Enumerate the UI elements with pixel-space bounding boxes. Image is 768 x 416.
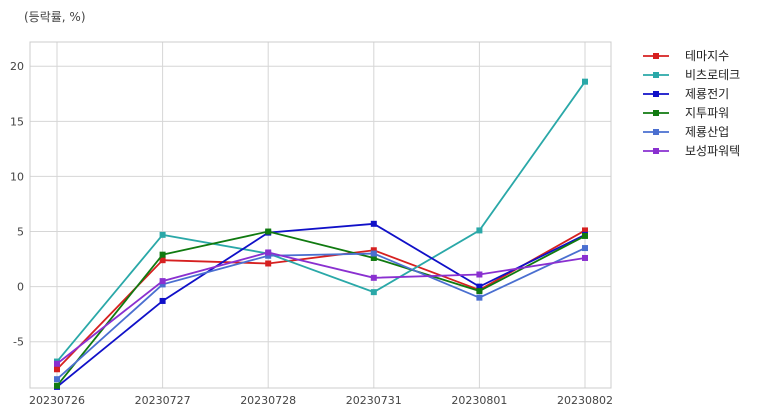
data-point [265, 249, 272, 256]
legend-item: 테마지수 [643, 49, 729, 63]
data-point [370, 274, 377, 281]
legend-swatch-marker [653, 72, 659, 78]
data-point [582, 245, 588, 252]
data-point [370, 289, 377, 296]
series-line [56, 230, 586, 387]
data-point [370, 254, 377, 261]
legend-label: 테마지수 [685, 49, 729, 63]
data-point [370, 220, 377, 227]
x-tick-label: 20230728 [240, 394, 296, 407]
legend-swatch-marker [653, 148, 659, 154]
x-tick-label: 20230802 [557, 394, 613, 407]
series-line [56, 81, 586, 363]
data-point [476, 271, 483, 278]
data-point [159, 257, 166, 264]
y-tick-label: 10 [10, 170, 24, 183]
legend-label: 비츠로테크 [685, 68, 740, 82]
data-point [370, 247, 377, 254]
data-point [476, 288, 483, 295]
legend-item: 지투파워 [643, 106, 729, 120]
data-point [582, 227, 588, 234]
data-point [54, 382, 60, 389]
data-point [54, 360, 60, 367]
x-tick-label: 20230727 [135, 394, 191, 407]
legend-item: 제룡전기 [643, 87, 729, 101]
series-line [56, 247, 586, 380]
grid-lines [30, 42, 611, 388]
data-point [370, 250, 377, 257]
data-point [159, 231, 166, 238]
y-tick-label: 0 [17, 281, 24, 294]
series-line [56, 222, 586, 388]
legend-swatch-marker [653, 129, 659, 135]
data-point [54, 376, 60, 383]
data-point [476, 294, 483, 301]
legend-label: 보성파워텍 [685, 144, 740, 158]
data-point [476, 227, 483, 234]
legend-label: 제룡산업 [685, 125, 729, 139]
data-point [159, 281, 166, 288]
data-point [582, 78, 588, 85]
x-tick-label: 20230801 [451, 394, 507, 407]
data-point [54, 366, 60, 373]
legend-swatch-marker [653, 110, 659, 116]
x-axis-ticks: 20230726 20230727 20230728 20230731 20230801… [29, 394, 613, 407]
y-axis-ticks: -5 0 5 10 15 20 [10, 60, 24, 348]
x-tick-label: 20230731 [346, 394, 402, 407]
series-lines [54, 78, 588, 390]
legend-label: 지투파워 [685, 106, 729, 120]
series-제룡산업 [54, 245, 588, 383]
x-tick-label: 20230726 [29, 394, 85, 407]
series-보성파워텍 [54, 249, 588, 367]
legend-swatch-marker [653, 91, 659, 97]
data-point [265, 252, 272, 259]
y-tick-label: -5 [13, 336, 24, 349]
y-tick-label: 20 [10, 60, 24, 73]
legend-item: 보성파워텍 [643, 144, 740, 158]
data-point [582, 232, 588, 239]
legend-item: 제룡산업 [643, 125, 729, 139]
data-point [159, 251, 166, 258]
series-line [56, 229, 586, 370]
series-line [56, 251, 586, 365]
series-제룡전기 [54, 220, 588, 390]
data-point [582, 254, 588, 261]
legend-swatch-marker [653, 53, 659, 59]
y-tick-label: 15 [10, 115, 24, 128]
data-point [265, 228, 272, 235]
legend-item: 비츠로테크 [643, 68, 740, 82]
legend-label: 제룡전기 [685, 87, 729, 101]
series-테마지수 [54, 227, 588, 373]
data-point [476, 283, 483, 290]
plot-frame [29, 41, 612, 389]
series-지투파워 [54, 228, 588, 389]
y-unit-label: (등락률, %) [24, 10, 86, 24]
y-tick-label: 5 [17, 226, 24, 239]
data-point [159, 278, 166, 285]
data-point [159, 297, 166, 304]
data-point [265, 260, 272, 267]
